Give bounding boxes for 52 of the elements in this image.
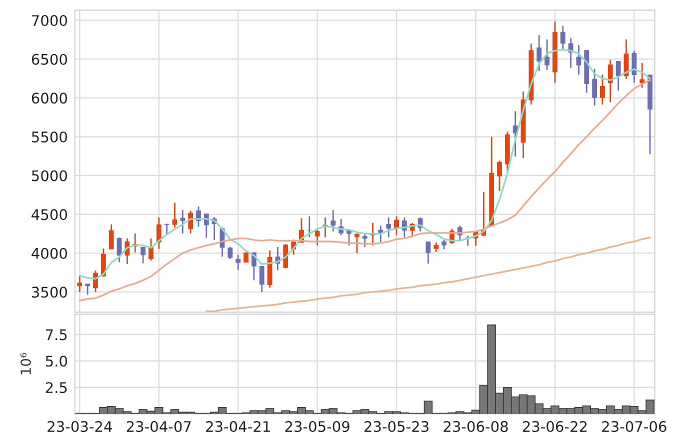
candlestick xyxy=(77,274,82,293)
candlestick xyxy=(164,222,170,235)
candlestick xyxy=(434,242,439,253)
x-tick-label: 23-06-08 xyxy=(444,421,508,432)
candlestick xyxy=(608,59,613,103)
candlestick xyxy=(314,228,320,246)
candlestick xyxy=(632,50,637,84)
candlestick xyxy=(180,209,186,234)
candlestick xyxy=(140,246,146,264)
candlestick xyxy=(426,240,431,264)
candlestick xyxy=(156,216,162,250)
candlestick xyxy=(576,44,582,76)
y-tick-label: 4000 xyxy=(32,248,68,259)
candlestick xyxy=(362,233,368,248)
y-axis-title: 10⁶ xyxy=(20,352,31,374)
y-tick-label: 2.5 xyxy=(46,382,67,394)
line-series xyxy=(206,236,651,312)
x-tick-label: 23-04-21 xyxy=(206,421,270,432)
y-tick-label: 5000 xyxy=(32,170,68,182)
y-tick-label: 7000 xyxy=(32,15,68,26)
candlestick xyxy=(354,233,360,254)
candlestick xyxy=(592,68,598,106)
x-tick-label: 23-03-24 xyxy=(48,421,112,432)
candlestick xyxy=(148,238,154,262)
y-tick-label: 7.5 xyxy=(46,329,67,340)
candlestick xyxy=(108,224,114,250)
candlestick xyxy=(330,209,336,232)
y-tick-label: 4500 xyxy=(32,209,68,220)
candlestick xyxy=(544,38,550,71)
candlestick xyxy=(616,60,621,92)
candlestick xyxy=(442,238,447,250)
candlestick xyxy=(100,248,106,278)
candlestick xyxy=(600,74,605,106)
x-tick-label: 23-07-06 xyxy=(602,421,666,432)
candlestick xyxy=(172,202,178,228)
candlestick xyxy=(536,34,542,72)
candlestick xyxy=(497,160,502,192)
y-tick-label: 6500 xyxy=(32,54,68,65)
x-tick-label: 23-05-23 xyxy=(364,421,428,432)
candlestick xyxy=(236,254,241,271)
y-tick-label: 3500 xyxy=(32,286,68,298)
candlestick xyxy=(386,216,392,238)
candlestick xyxy=(560,25,566,52)
y-tick-label: 5500 xyxy=(32,131,68,142)
candlestick xyxy=(370,222,376,246)
candlestick xyxy=(259,265,264,293)
x-tick-label: 23-04-07 xyxy=(126,421,191,432)
x-tick-label: 23-05-09 xyxy=(285,421,350,432)
y-tick-label: 5.0 xyxy=(46,356,68,367)
x-tick-label: 23-06-22 xyxy=(522,421,587,432)
y-tick-label: 6000 xyxy=(32,92,68,104)
candlestick xyxy=(228,246,233,260)
